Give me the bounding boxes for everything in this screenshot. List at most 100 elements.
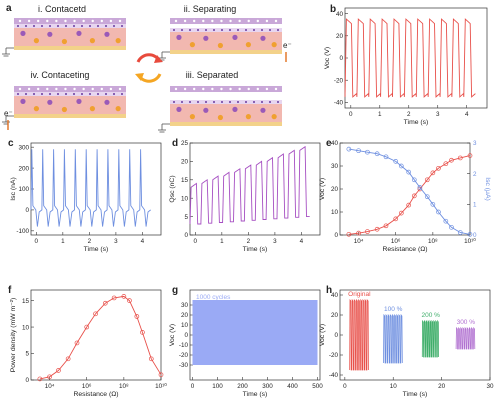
charge-layer <box>170 100 282 104</box>
schematic-panel-a: a i. Contacetd ii. Separating iv. Contaceti… <box>2 3 292 133</box>
data-point <box>430 170 436 176</box>
data-point <box>84 324 90 330</box>
x-tick-label: 4 <box>300 238 304 245</box>
y-axis-label: Voc (V) <box>169 324 176 346</box>
top-dot <box>27 19 31 23</box>
panel-letter: a <box>6 3 12 14</box>
plot-frame <box>339 142 471 236</box>
top-dot <box>118 19 122 23</box>
data-point <box>134 314 140 319</box>
top-layer <box>14 86 126 92</box>
stack-separating <box>158 18 282 61</box>
particle <box>20 30 26 36</box>
x-tick-label: 2 <box>247 238 251 245</box>
y-tick-label: -40 <box>334 100 344 107</box>
x-tick-label: 1 <box>378 111 382 118</box>
data-point <box>424 177 430 183</box>
isc-waveform <box>30 149 151 227</box>
bottom-electrode <box>14 46 126 50</box>
y-tick-label: -30 <box>179 362 189 369</box>
x-tick-label: 10⁶ <box>82 383 92 390</box>
charge-dot <box>41 25 43 27</box>
charge-dot <box>41 93 43 95</box>
x-axis-label: Time (s) <box>84 246 109 253</box>
x-axis-label: Time (s) <box>243 391 268 398</box>
data-point <box>398 163 404 169</box>
data-point <box>430 201 436 207</box>
y-tick-label: 5 <box>184 214 188 221</box>
x-axis-label: Time (s) <box>403 391 428 398</box>
data-point <box>65 356 71 362</box>
y-tick-label: 5 <box>25 351 29 358</box>
y-tick-label: -20 <box>179 352 189 359</box>
charge-dot <box>57 93 59 95</box>
data-point <box>443 161 449 167</box>
charge-dot <box>197 29 199 31</box>
particle <box>232 106 238 112</box>
data-point <box>111 295 117 301</box>
y-tick-label: 0 <box>334 332 338 339</box>
y-tick-label: 40 <box>331 140 339 147</box>
x-tick-label: 10¹⁰ <box>464 238 476 245</box>
x-tick-label: 500 <box>312 383 323 390</box>
data-point <box>417 185 423 190</box>
top-dot <box>256 19 260 23</box>
y-tick-label: 20 <box>331 186 339 193</box>
stack-contacting <box>2 86 126 125</box>
charge-dot <box>181 29 183 31</box>
chart-panel-h: h -40 -20 0 20 40 0 10 20 30 Time (s) Voc (V) Origin… <box>319 285 494 398</box>
top-dot <box>211 19 214 23</box>
panel-letter: d <box>172 138 178 149</box>
top-dot <box>220 19 223 23</box>
charge-dot <box>33 93 35 95</box>
y-axis-label: Isc (nA) <box>10 177 17 200</box>
particle <box>217 42 223 49</box>
x-tick-label: 100 <box>212 383 223 390</box>
label-contacting: iv. Contaceting <box>31 70 90 80</box>
charge-dot <box>229 101 231 103</box>
charge-dot <box>277 29 279 31</box>
charge-dot <box>25 93 27 95</box>
x-axis-label: Resistance (Ω) <box>73 391 118 398</box>
particle <box>232 34 238 41</box>
data-point <box>443 218 449 224</box>
particle <box>33 38 40 44</box>
panel-letter: e <box>326 138 332 149</box>
data-point <box>383 154 389 160</box>
top-dot <box>238 87 241 91</box>
data-point <box>457 155 463 161</box>
particle <box>104 31 110 37</box>
panel-letter: b <box>330 4 336 15</box>
top-dot <box>73 19 76 23</box>
data-point <box>457 230 463 235</box>
data-point <box>406 169 412 175</box>
top-dot <box>100 87 104 91</box>
top-dot <box>109 87 113 91</box>
particle <box>217 114 223 121</box>
charge-dot <box>221 101 223 103</box>
data-point <box>393 159 399 164</box>
panel-letter: h <box>326 285 332 296</box>
arrowhead <box>154 55 163 63</box>
plot-frame <box>189 142 321 236</box>
charge-dot <box>213 29 215 31</box>
electron-label: e⁻ <box>283 41 292 50</box>
data-point <box>365 229 370 234</box>
x-axis-label: Time (s) <box>243 246 268 253</box>
data-point <box>140 330 145 335</box>
x-tick-label: 0 <box>349 111 353 118</box>
charge-layer <box>14 24 126 28</box>
top-dot <box>46 19 49 23</box>
y-tick-label: 20 <box>181 159 189 166</box>
y-tick-label: -100 <box>16 228 29 235</box>
y2-axis-label: Isc (μA) <box>484 177 491 201</box>
particle <box>176 106 182 112</box>
data-point <box>383 223 389 229</box>
series-label: 200 % <box>422 312 441 319</box>
top-dot <box>73 87 76 91</box>
bottom-electrode <box>14 114 126 118</box>
charge-dot <box>33 25 35 27</box>
top-layer <box>170 86 282 92</box>
